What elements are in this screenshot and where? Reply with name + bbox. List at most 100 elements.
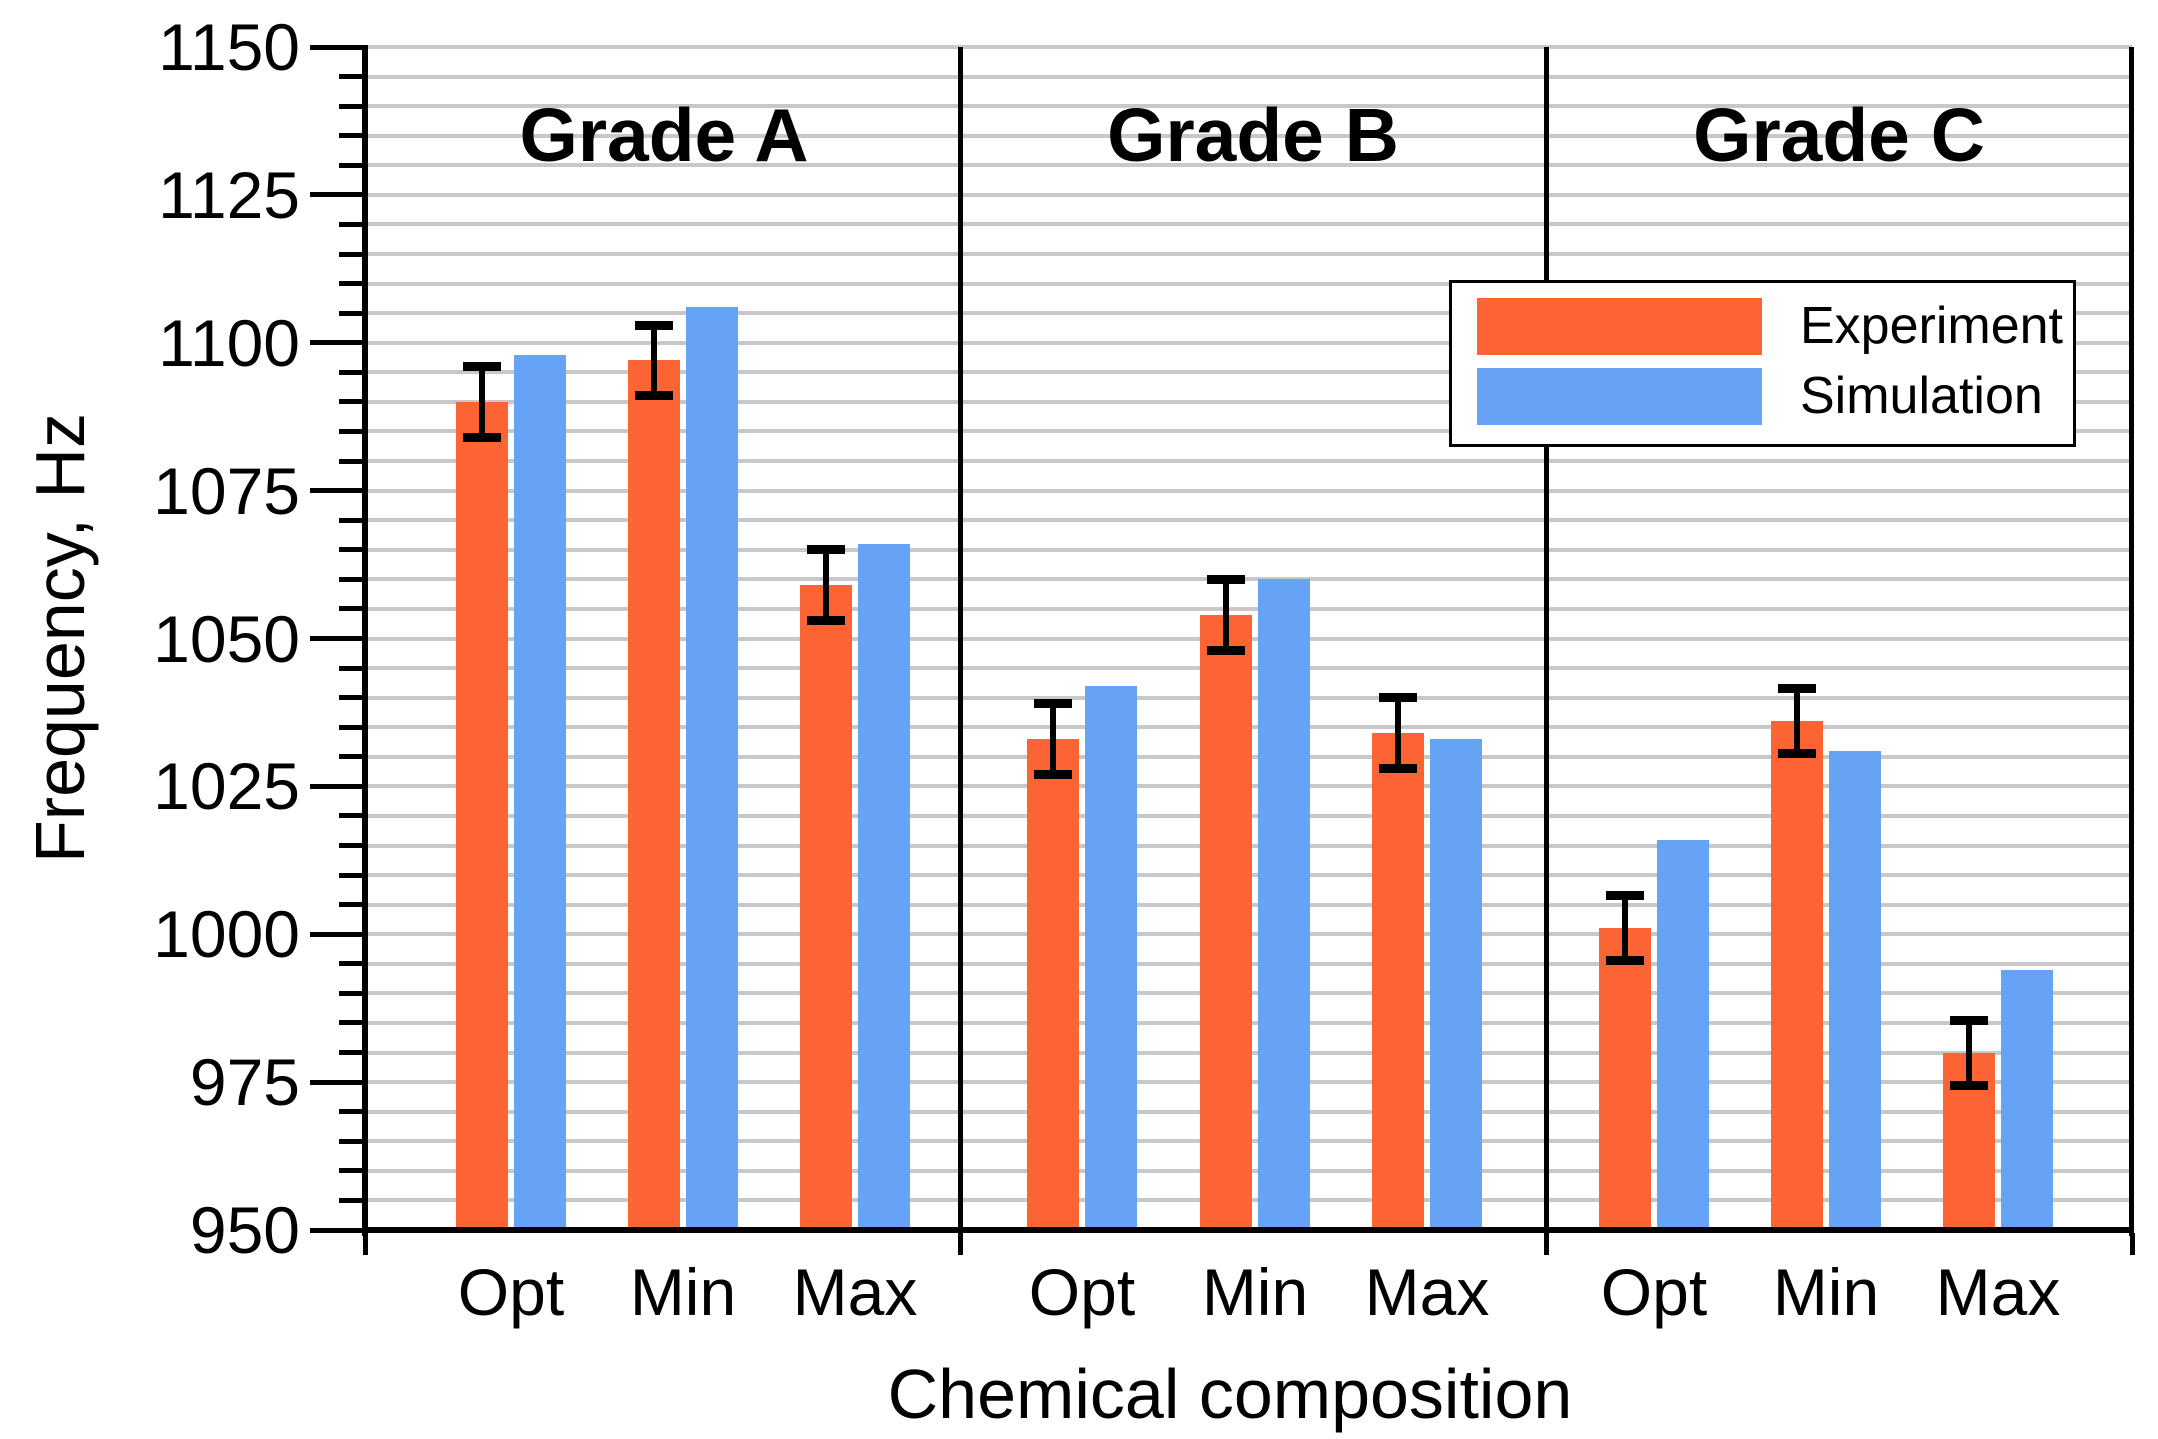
y-minor-tick-965	[339, 1138, 368, 1144]
x-axis-boundary-tick-4	[2130, 1233, 2135, 1255]
y-minor-tick-955	[339, 1197, 368, 1203]
bar-experiment-grade-b-max	[1372, 733, 1424, 1230]
error-bar-cap-bottom-grade-b-min	[1207, 645, 1245, 655]
legend-swatch-simulation	[1477, 367, 1762, 425]
gridline-1095	[368, 370, 2132, 375]
bar-simulation-grade-b-min	[1258, 579, 1310, 1230]
x-axis-boundary-tick-3	[1544, 1233, 1549, 1255]
y-axis-tick-label-1000: 1000	[153, 897, 300, 972]
bar-experiment-grade-a-max	[800, 585, 852, 1230]
x-axis-boundary-tick-1	[363, 1233, 368, 1255]
x-axis-category-label-grade-b-max: Max	[1364, 1255, 1490, 1329]
error-bar-cap-top-grade-c-max	[1950, 1015, 1988, 1025]
y-major-tick-1100	[310, 340, 368, 346]
y-minor-tick-1015	[339, 843, 368, 849]
bar-simulation-grade-b-opt	[1085, 685, 1137, 1230]
gridline-1090	[368, 399, 2132, 404]
section-divider-2	[1544, 47, 1549, 1230]
y-minor-tick-970	[339, 1109, 368, 1115]
y-minor-tick-1095	[339, 369, 368, 375]
y-minor-tick-1110	[339, 281, 368, 287]
bar-experiment-grade-c-min	[1771, 721, 1823, 1230]
x-axis-category-label-grade-b-opt: Opt	[1028, 1255, 1136, 1329]
error-bar-cap-bottom-grade-b-max	[1379, 764, 1417, 774]
gridline-1060	[368, 577, 2132, 582]
y-minor-tick-1130	[339, 162, 368, 168]
gridline-1125	[368, 192, 2132, 197]
gridline-1120	[368, 222, 2132, 227]
bar-simulation-grade-c-max	[2001, 969, 2053, 1230]
section-title-grade-a: Grade A	[519, 93, 809, 177]
error-bar-cap-top-grade-b-min	[1207, 574, 1245, 584]
error-bar-cap-top-grade-a-opt	[463, 361, 501, 371]
legend-swatch-experiment	[1477, 297, 1762, 355]
error-bar-cap-bottom-grade-c-min	[1778, 749, 1816, 759]
error-bar-cap-bottom-grade-a-opt	[463, 432, 501, 442]
bar-experiment-grade-b-min	[1200, 614, 1252, 1230]
gridline-1080	[368, 459, 2132, 464]
error-bar-stem-grade-b-max	[1395, 697, 1401, 769]
bar-simulation-grade-c-opt	[1657, 839, 1709, 1230]
x-axis-spine	[362, 1227, 2134, 1233]
bar-experiment-grade-b-opt	[1027, 739, 1079, 1230]
y-major-tick-1125	[310, 192, 368, 198]
error-bar-stem-grade-c-opt	[1622, 895, 1628, 961]
y-major-tick-1000	[310, 931, 368, 937]
gridline-1110	[368, 281, 2132, 286]
error-bar-stem-grade-a-opt	[479, 366, 485, 438]
gridline-1100	[368, 340, 2132, 345]
y-axis-tick-label-975: 975	[189, 1045, 300, 1120]
y-major-tick-950	[310, 1227, 368, 1233]
gridline-1145	[368, 74, 2132, 79]
y-minor-tick-1140	[339, 103, 368, 109]
error-bar-cap-top-grade-b-opt	[1034, 699, 1072, 709]
y-axis-tick-label-950: 950	[189, 1193, 300, 1267]
error-bar-cap-top-grade-c-opt	[1606, 891, 1644, 901]
y-minor-tick-1035	[339, 724, 368, 730]
y-minor-tick-1120	[339, 221, 368, 227]
x-axis-category-label-grade-a-max: Max	[792, 1255, 918, 1329]
y-minor-tick-1070	[339, 517, 368, 523]
y-minor-tick-1055	[339, 606, 368, 612]
legend: Experiment Simulation	[1449, 280, 2076, 447]
error-bar-cap-top-grade-a-min	[635, 320, 673, 330]
x-axis-boundary-tick-2	[958, 1233, 963, 1255]
error-bar-cap-bottom-grade-b-opt	[1034, 770, 1072, 780]
y-minor-tick-1045	[339, 665, 368, 671]
error-bar-cap-bottom-grade-c-max	[1950, 1080, 1988, 1090]
y-minor-tick-990	[339, 990, 368, 996]
bar-simulation-grade-a-opt	[514, 354, 566, 1230]
y-axis-title: Frequency, Hz	[21, 413, 99, 863]
y-minor-tick-1085	[339, 428, 368, 434]
y-minor-tick-980	[339, 1050, 368, 1056]
y-minor-tick-1105	[339, 310, 368, 316]
gridline-1085	[368, 429, 2132, 434]
x-axis-title: Chemical composition	[887, 1355, 1573, 1433]
legend-label-experiment: Experiment	[1800, 297, 2063, 355]
legend-label-simulation: Simulation	[1800, 367, 2043, 425]
error-bar-cap-bottom-grade-a-max	[807, 616, 845, 626]
gridline-1070	[368, 518, 2132, 523]
y-minor-tick-1090	[339, 399, 368, 405]
y-minor-tick-1040	[339, 695, 368, 701]
y-major-tick-1050	[310, 636, 368, 641]
gridline-1055	[368, 606, 2132, 611]
error-bar-cap-top-grade-c-min	[1778, 684, 1816, 694]
error-bar-stem-grade-c-min	[1794, 688, 1800, 754]
x-axis-category-label-grade-c-opt: Opt	[1600, 1255, 1708, 1329]
error-bar-cap-bottom-grade-c-opt	[1606, 956, 1644, 966]
x-axis-category-label-grade-c-max: Max	[1935, 1255, 2061, 1329]
gridline-1105	[368, 311, 2132, 316]
y-minor-tick-1005	[339, 902, 368, 908]
y-minor-tick-1080	[339, 458, 368, 464]
section-title-grade-c: Grade C	[1693, 93, 1985, 177]
bar-experiment-grade-a-opt	[456, 401, 508, 1230]
error-bar-stem-grade-a-min	[651, 325, 657, 396]
y-major-tick-1025	[310, 783, 368, 789]
y-axis-tick-label-1150: 1150	[158, 10, 300, 84]
y-axis-tick-label-1025: 1025	[153, 749, 300, 824]
y-minor-tick-1115	[339, 251, 368, 257]
error-bar-cap-top-grade-b-max	[1379, 693, 1417, 703]
bar-experiment-grade-a-min	[628, 360, 680, 1230]
